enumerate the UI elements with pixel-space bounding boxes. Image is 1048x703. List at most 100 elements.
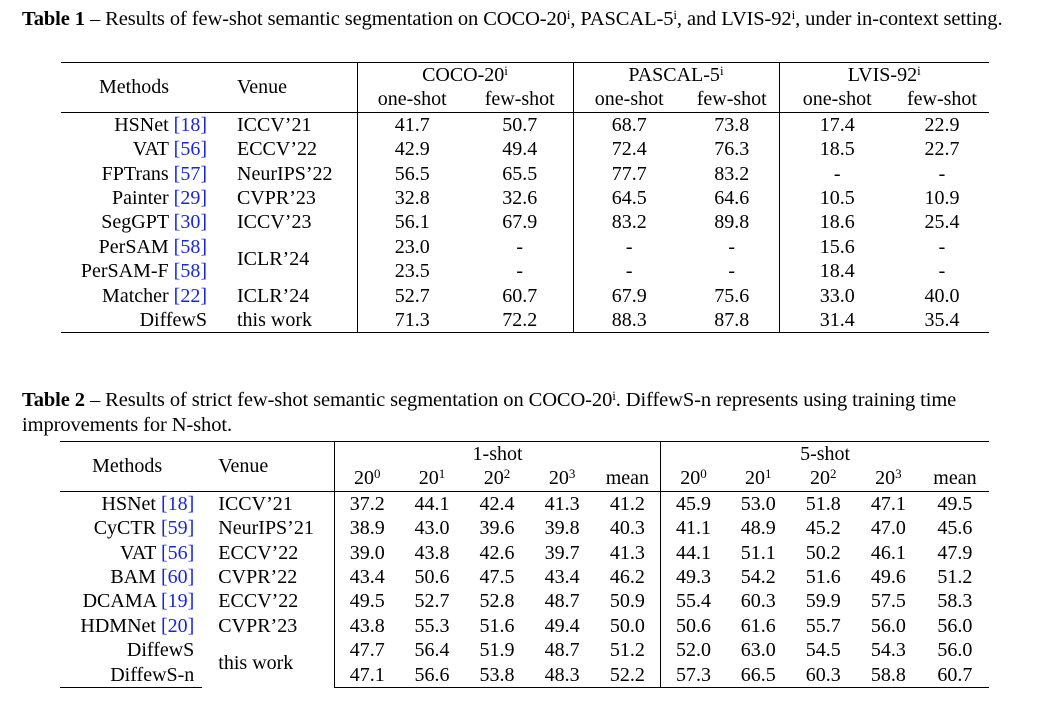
value-cell: 49.3 — [675, 566, 711, 589]
column-group-pascal: PASCAL-5i — [573, 62, 780, 88]
value-cell: 51.6 — [805, 566, 841, 589]
value-cell: 76.3 — [685, 137, 780, 162]
citation-link[interactable]: [58] — [173, 260, 207, 283]
value-cell: 49.6 — [870, 566, 906, 589]
value-cell: 73.8 — [685, 111, 780, 138]
value-cell: 18.4 — [819, 260, 855, 283]
table1-caption-text: , and LVIS-92 — [676, 8, 792, 30]
value-cell: - — [938, 162, 946, 185]
method-cell: BAM [60] — [60, 565, 202, 589]
value-cell: 55.4 — [675, 590, 711, 613]
table1-label: Table 1 — [22, 8, 85, 30]
value-cell: 65.5 — [467, 161, 574, 187]
table2-label: Table 2 — [22, 389, 85, 411]
venue-cell: ICLR’24 — [221, 283, 358, 309]
value-cell: 47.5 — [479, 566, 515, 589]
column-header-fold: 203 — [548, 466, 576, 490]
table-row: BAM [60] CVPR’22 43.4 50.6 47.5 43.4 46.2 49.3 5… — [60, 565, 989, 590]
method-cell: DiffewS-n — [60, 662, 203, 689]
citation-link[interactable]: [56] — [173, 138, 207, 161]
method-name: BAM — [110, 566, 156, 589]
citation-link[interactable]: [29] — [173, 187, 207, 210]
value-cell: 51.2 — [594, 638, 662, 663]
citation-link[interactable]: [56] — [160, 541, 195, 564]
method-name: DCAMA — [82, 590, 156, 613]
value-cell: 46.1 — [870, 541, 906, 564]
value-cell: 42.6 — [479, 541, 515, 564]
value-cell: 60.7 — [467, 283, 574, 309]
value-cell: 47.1 — [855, 490, 921, 517]
citation-link[interactable]: [22] — [173, 284, 207, 307]
citation-link[interactable]: [58] — [173, 235, 207, 258]
value-cell: 43.0 — [414, 517, 450, 540]
value-cell: 56.1 — [394, 211, 430, 234]
citation-link[interactable]: [59] — [160, 517, 195, 540]
citation-link[interactable]: [57] — [173, 162, 207, 185]
value-cell: 68.7 — [573, 111, 685, 138]
value-cell: - — [625, 260, 633, 283]
citation-link[interactable]: [30] — [173, 211, 207, 234]
table-row: Matcher [22] ICLR’24 52.7 60.7 67.9 75.6 33.0 4… — [61, 283, 989, 309]
value-cell: 87.8 — [685, 308, 780, 334]
value-cell: 56.0 — [937, 639, 973, 662]
venue-cell: ECCV’22 — [202, 589, 335, 614]
method-cell: VAT [56] — [61, 137, 221, 161]
table-row: DCAMA [19] ECCV’22 49.5 52.7 52.8 48.7 50.9 55.… — [60, 589, 989, 614]
value-cell: 56.5 — [394, 162, 430, 185]
column-header-fold: 201 — [418, 466, 446, 490]
value-cell: 54.3 — [870, 639, 906, 662]
value-cell: 53.8 — [464, 662, 530, 689]
value-cell: 88.3 — [573, 308, 685, 334]
value-cell: 47.9 — [937, 541, 973, 564]
value-cell: 56.4 — [414, 639, 450, 662]
value-cell: 54.2 — [740, 566, 776, 589]
value-cell: 56.0 — [870, 614, 906, 637]
value-cell: 55.3 — [414, 614, 450, 637]
citation-link[interactable]: [20] — [160, 614, 195, 637]
value-cell: 50.2 — [805, 541, 841, 564]
table-row: VAT [56] ECCV’22 42.9 49.4 72.4 76.3 18.5 22.7 — [61, 137, 989, 162]
column-group-coco: COCO-20i — [357, 62, 574, 88]
citation-link[interactable]: [60] — [160, 566, 195, 589]
citation-link[interactable]: [19] — [160, 590, 195, 613]
value-cell: 41.2 — [594, 490, 662, 517]
column-header-methods: Methods — [61, 62, 221, 113]
value-cell: 57.5 — [870, 590, 906, 613]
method-name: DiffewS — [139, 309, 207, 332]
table-row: PerSAM-F [58] 23.5 - - - 18.4 - — [61, 259, 989, 284]
column-header-fold: 200 — [353, 466, 381, 490]
value-cell: 48.9 — [740, 517, 776, 540]
value-cell: 22.9 — [895, 111, 989, 138]
method-cell: HDMNet [20] — [60, 614, 202, 638]
value-cell: 52.7 — [414, 590, 450, 613]
venue-cell: ICCV’23 — [221, 210, 358, 235]
value-cell: 39.6 — [479, 517, 515, 540]
citation-link[interactable]: [18] — [160, 492, 195, 515]
method-name: DiffewS-n — [110, 663, 195, 686]
value-cell: 71.3 — [357, 308, 467, 334]
value-cell: 44.1 — [399, 490, 465, 517]
value-cell: 23.0 — [394, 235, 430, 258]
value-cell: - — [685, 259, 780, 284]
value-cell: 39.8 — [544, 517, 580, 540]
value-cell: 17.4 — [779, 111, 895, 138]
value-cell: 45.2 — [805, 517, 841, 540]
column-header-few-shot: few-shot — [685, 87, 780, 113]
column-group-5-shot: 5-shot — [660, 441, 989, 467]
sup-i: i — [566, 7, 571, 22]
table1-caption-text: – Results of few-shot semantic segmentat… — [84, 8, 567, 30]
venue-cell: this work — [202, 638, 335, 688]
venue-cell: CVPR’22 — [202, 565, 335, 590]
method-cell: HSNet [18] — [60, 490, 203, 517]
value-cell: - — [833, 162, 841, 185]
venue-cell: ECCV’22 — [202, 540, 335, 566]
venue-cell: ICLR’24 — [221, 234, 358, 284]
value-cell: 41.1 — [675, 517, 711, 540]
value-cell: 59.9 — [805, 590, 841, 613]
column-header-fold: 201 — [744, 466, 772, 490]
venue-cell: ICCV’21 — [221, 111, 358, 138]
value-cell: 58.3 — [937, 590, 973, 613]
value-cell: 39.7 — [544, 541, 580, 564]
citation-link[interactable]: [18] — [173, 113, 207, 136]
value-cell: 33.0 — [819, 284, 855, 307]
